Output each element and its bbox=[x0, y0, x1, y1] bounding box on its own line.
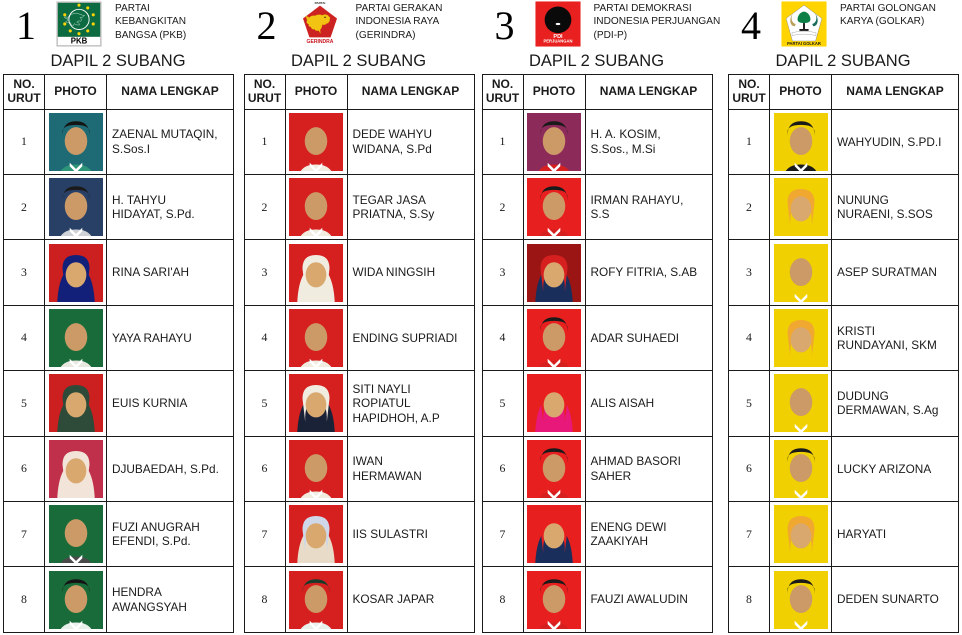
svg-text:PERJUANGAN: PERJUANGAN bbox=[543, 38, 572, 43]
svg-text:PARTAI GOLKAR: PARTAI GOLKAR bbox=[787, 41, 821, 46]
svg-text:PARTAI: PARTAI bbox=[314, 1, 325, 5]
svg-text:PKB: PKB bbox=[71, 36, 88, 45]
svg-text:GERINDRA: GERINDRA bbox=[306, 39, 333, 45]
